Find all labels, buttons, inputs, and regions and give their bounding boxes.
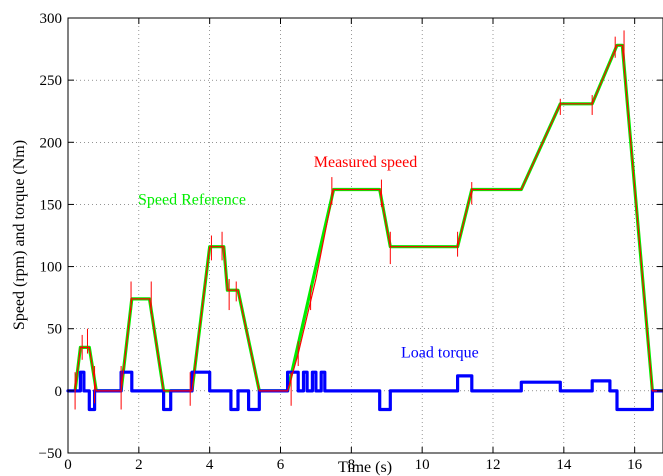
y-tick-label: 0 <box>55 384 63 400</box>
x-tick-label: 10 <box>415 457 430 473</box>
x-tick-label: 6 <box>277 457 285 473</box>
x-tick-label: 4 <box>206 457 214 473</box>
y-tick-label: 200 <box>40 135 63 151</box>
load-torque-line <box>66 370 663 412</box>
y-tick-label: 50 <box>47 322 62 338</box>
y-axis-label: Speed (rpm) and torque (Nm) <box>11 140 28 330</box>
y-tick-label: 150 <box>40 197 63 213</box>
x-tick-label: 0 <box>64 457 72 473</box>
y-tick-label: 300 <box>40 11 63 27</box>
grid <box>68 18 663 453</box>
x-tick-label: 8 <box>348 457 356 473</box>
x-tick-label: 14 <box>556 457 572 473</box>
series-layer <box>66 30 663 412</box>
y-tick-label: 100 <box>40 260 63 276</box>
measured-speed-line <box>74 44 663 392</box>
plot-frame <box>67 17 663 454</box>
annotation-load-torque: Load torque <box>401 344 479 361</box>
x-tick-label: 2 <box>135 457 143 473</box>
x-axis-label: Time (s) <box>338 459 392 476</box>
x-tick-label: 12 <box>486 457 501 473</box>
x-tick-label: 16 <box>627 457 643 473</box>
y-tick-label: 250 <box>40 73 63 89</box>
plot-area <box>68 18 663 453</box>
annotation-measured-speed: Measured speed <box>314 154 418 171</box>
annotation-speed-reference: Speed Reference <box>138 191 246 208</box>
y-tick-label: −50 <box>39 446 62 462</box>
